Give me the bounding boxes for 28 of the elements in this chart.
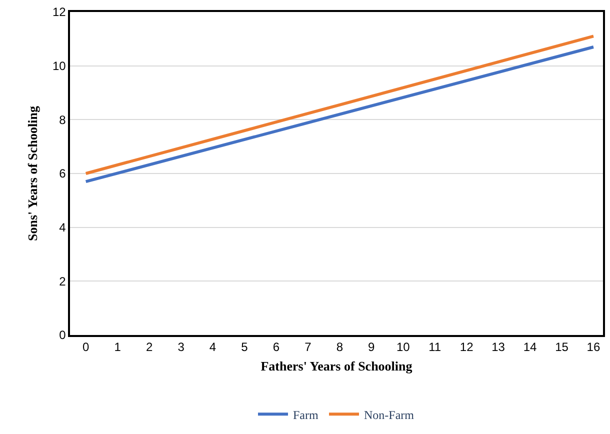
x-tick-label: 3 [178, 340, 185, 354]
x-tick-label: 11 [428, 340, 442, 354]
x-tick-label: 16 [586, 340, 600, 354]
y-tick-label: 12 [52, 5, 66, 20]
x-tick-label: 1 [114, 340, 122, 354]
x-tick-label: 7 [304, 340, 312, 354]
x-tick-label: 12 [460, 340, 474, 354]
x-axis-title: Fathers' Years of Schooling [260, 358, 413, 374]
x-tick-label: 10 [396, 340, 410, 354]
x-tick-label: 8 [336, 340, 344, 354]
y-tick-label: 0 [59, 328, 66, 342]
x-tick-label: 14 [523, 340, 538, 354]
x-tick-label: 13 [492, 340, 506, 354]
legend-label: Non-Farm [364, 408, 415, 422]
y-tick-label: 6 [59, 166, 66, 181]
y-axis-title: Sons' Years of Schooling [24, 106, 40, 241]
x-tick-label: 0 [82, 340, 90, 354]
y-tick-label: 4 [59, 220, 66, 235]
x-tick-label: 6 [272, 340, 280, 354]
x-tick-label: 5 [241, 340, 248, 354]
x-tick-label: 4 [209, 340, 216, 354]
y-tick-label: 8 [59, 112, 66, 127]
y-tick-label: 10 [52, 59, 66, 74]
x-tick-label: 9 [368, 340, 376, 354]
legend-label: Farm [293, 408, 319, 422]
x-tick-label: 2 [146, 340, 153, 354]
y-tick-label: 2 [59, 274, 66, 288]
x-tick-label: 15 [555, 340, 569, 354]
